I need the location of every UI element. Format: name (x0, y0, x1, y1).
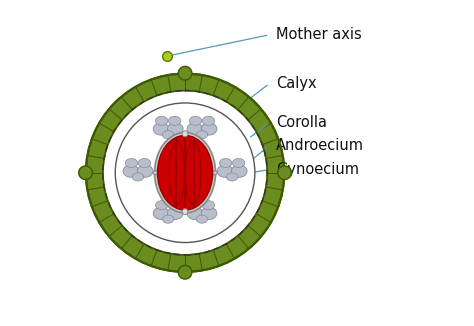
Ellipse shape (155, 116, 168, 125)
Ellipse shape (196, 131, 208, 139)
Ellipse shape (155, 201, 168, 210)
Ellipse shape (185, 141, 201, 204)
Ellipse shape (202, 201, 215, 210)
Text: Corolla: Corolla (276, 115, 327, 130)
Ellipse shape (153, 171, 159, 175)
Text: Androecium: Androecium (276, 138, 364, 153)
Ellipse shape (137, 165, 153, 177)
Ellipse shape (278, 166, 292, 180)
Ellipse shape (227, 173, 238, 181)
Ellipse shape (157, 135, 213, 210)
Text: Calyx: Calyx (276, 76, 317, 91)
Circle shape (104, 91, 266, 254)
Ellipse shape (169, 141, 185, 204)
Ellipse shape (169, 116, 181, 125)
Ellipse shape (178, 67, 192, 80)
Ellipse shape (211, 171, 217, 175)
Ellipse shape (187, 207, 202, 219)
Ellipse shape (138, 158, 151, 168)
Ellipse shape (169, 201, 181, 210)
Ellipse shape (217, 165, 233, 177)
Ellipse shape (155, 132, 216, 213)
Ellipse shape (178, 265, 192, 279)
Ellipse shape (182, 131, 188, 137)
Ellipse shape (79, 166, 92, 180)
Ellipse shape (153, 123, 169, 135)
Ellipse shape (201, 207, 217, 219)
Text: Mother axis: Mother axis (276, 27, 362, 42)
Ellipse shape (123, 165, 138, 177)
Ellipse shape (189, 201, 201, 210)
Ellipse shape (167, 207, 183, 219)
Ellipse shape (232, 158, 245, 168)
Ellipse shape (202, 116, 215, 125)
Ellipse shape (182, 209, 188, 215)
Ellipse shape (163, 131, 174, 139)
Ellipse shape (125, 158, 137, 168)
Circle shape (86, 74, 284, 272)
Ellipse shape (196, 215, 208, 223)
Ellipse shape (189, 116, 201, 125)
Ellipse shape (132, 173, 144, 181)
Ellipse shape (201, 123, 217, 135)
Ellipse shape (167, 123, 183, 135)
Text: Gynoecium: Gynoecium (276, 162, 359, 177)
Circle shape (115, 103, 255, 243)
Ellipse shape (219, 158, 232, 168)
Ellipse shape (231, 165, 247, 177)
Ellipse shape (153, 207, 169, 219)
Ellipse shape (163, 215, 174, 223)
Ellipse shape (187, 123, 202, 135)
